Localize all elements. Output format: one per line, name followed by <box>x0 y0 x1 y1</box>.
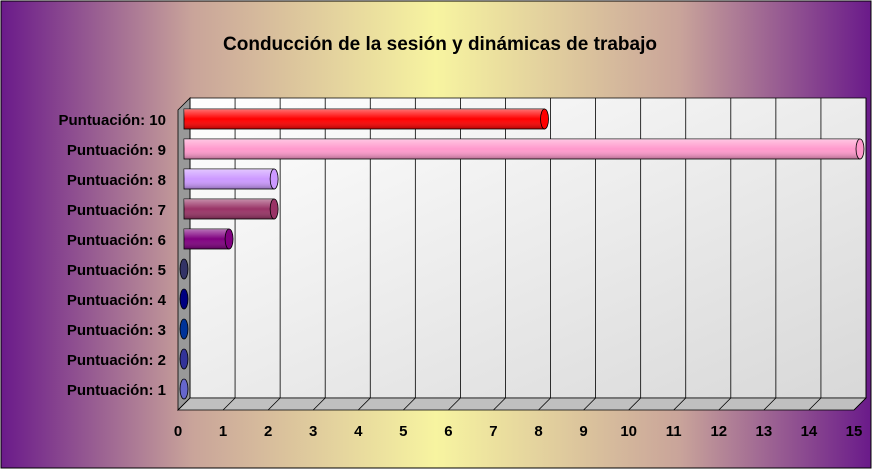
bar-cap <box>179 288 189 310</box>
floor-grid-line <box>853 397 867 411</box>
floor-grid-line <box>718 397 732 411</box>
bar-cap <box>179 348 189 370</box>
floor <box>177 397 867 411</box>
floor-grid-line <box>222 397 236 411</box>
x-tick-label: 8 <box>534 423 542 440</box>
x-tick-label: 0 <box>174 423 182 440</box>
y-tick-label: Puntuación: 3 <box>67 322 166 339</box>
y-tick-label: Puntuación: 7 <box>67 202 166 219</box>
x-tick-label: 15 <box>846 423 863 440</box>
bar-shade <box>184 229 230 249</box>
y-tick-label: Puntuación: 1 <box>67 382 166 399</box>
x-tick-label: 11 <box>666 423 682 440</box>
y-tick-label: Puntuación: 9 <box>67 142 166 159</box>
x-tick-label: 7 <box>489 423 497 440</box>
floor-grid-line <box>808 397 822 411</box>
floor-grid-line <box>357 397 371 411</box>
x-tick-label: 4 <box>354 423 363 440</box>
floor-grid-line <box>673 397 687 411</box>
y-tick-label: Puntuación: 10 <box>58 112 166 129</box>
x-tick-label: 6 <box>444 423 452 440</box>
x-tick-label: 1 <box>219 423 227 440</box>
bar-cap <box>269 168 279 190</box>
x-tick-label: 13 <box>756 423 773 440</box>
floor-grid-line <box>628 397 641 411</box>
floor-grid-line <box>448 397 461 411</box>
bar-shade <box>184 199 275 219</box>
x-tick-label: 3 <box>309 423 317 440</box>
x-tick-label: 9 <box>579 423 587 440</box>
x-tick-label: 10 <box>620 423 637 440</box>
y-tick-label: Puntuación: 5 <box>67 262 166 279</box>
bar-cap <box>179 378 189 400</box>
floor-grid-line <box>177 397 191 411</box>
bar-cap <box>855 138 865 160</box>
bar-cap <box>179 318 189 340</box>
bar-cap <box>224 228 234 250</box>
x-tick-label: 12 <box>710 423 727 440</box>
y-tick-label: Puntuación: 6 <box>67 232 166 249</box>
y-tick-label: Puntuación: 8 <box>67 172 166 189</box>
bar-shade <box>184 169 275 189</box>
x-tick-label: 5 <box>399 423 407 440</box>
y-tick-label: Puntuación: 2 <box>67 352 166 369</box>
y-tick-label: Puntuación: 4 <box>67 292 167 309</box>
floor-grid-line <box>312 397 326 411</box>
floor-grid-line <box>493 397 506 411</box>
floor-grid-line <box>267 397 281 411</box>
floor-grid-line <box>538 397 551 411</box>
bar-cap <box>269 198 279 220</box>
floor-grid-line <box>403 397 416 411</box>
floor-grid-line <box>763 397 777 411</box>
bar-cap <box>540 108 549 130</box>
x-tick-label: 14 <box>801 423 818 440</box>
bar-cap <box>179 258 189 280</box>
x-tick-label: 2 <box>264 423 272 440</box>
chart-title: Conducción de la sesión y dinámicas de t… <box>223 34 657 55</box>
bar-shade <box>184 109 545 129</box>
bar-shade <box>184 139 860 159</box>
floor-grid-line <box>583 397 596 411</box>
